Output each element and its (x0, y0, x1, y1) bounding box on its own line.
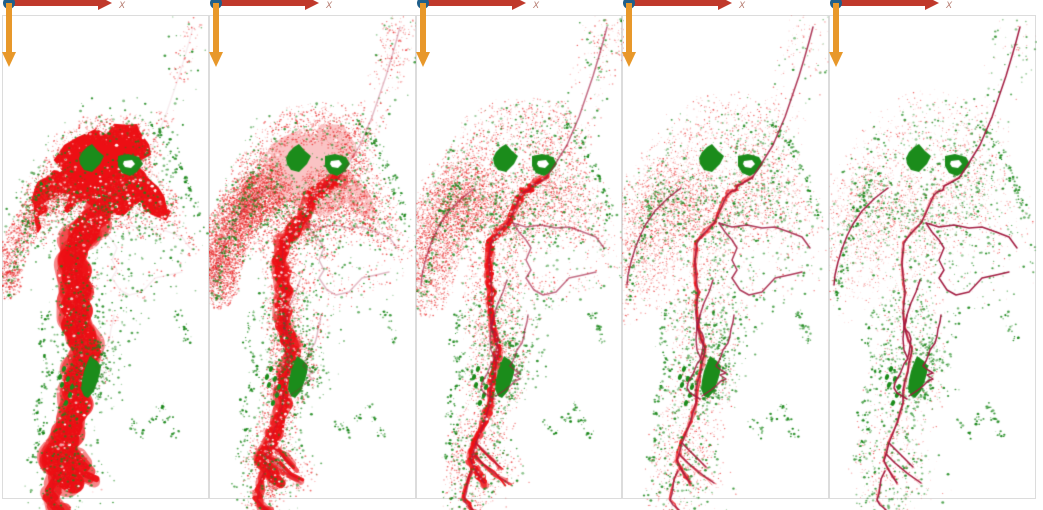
svg-text:X: X (118, 0, 126, 10)
svg-text:X: X (945, 0, 953, 10)
svg-text:X: X (325, 0, 333, 10)
svg-text:X: X (532, 0, 540, 10)
svg-text:X: X (738, 0, 746, 10)
